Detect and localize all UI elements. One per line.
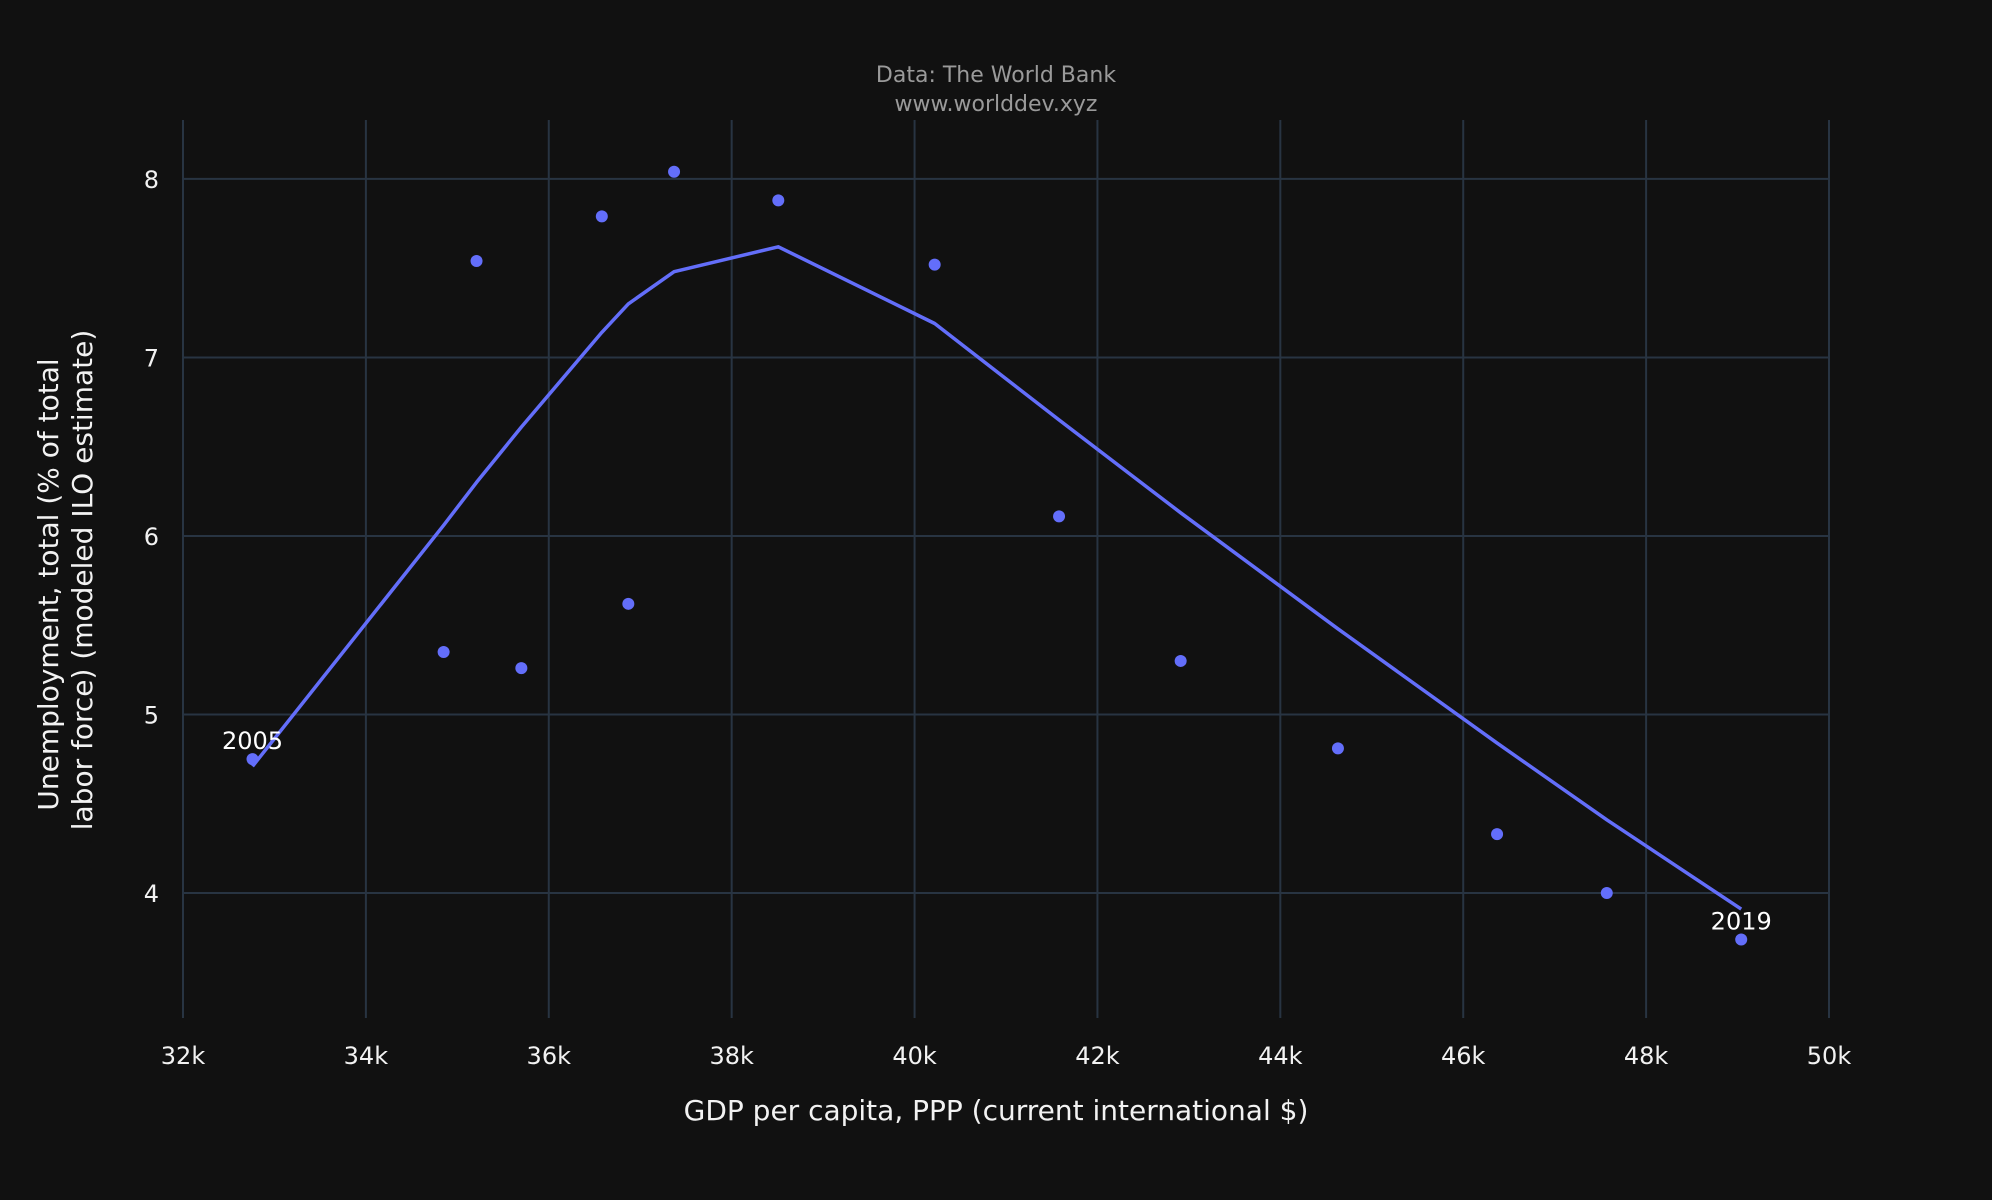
y-tick-label: 7 bbox=[144, 344, 159, 372]
point-label: 2019 bbox=[1711, 907, 1772, 935]
x-tick-label: 48k bbox=[1624, 1042, 1669, 1070]
trend-line bbox=[251, 245, 1743, 911]
data-point bbox=[1491, 828, 1504, 841]
data-point bbox=[668, 165, 681, 178]
y-axis-label: Unemployment, total (% of total labor fo… bbox=[32, 330, 99, 831]
point-label-layer: 2005 2019 bbox=[222, 727, 1772, 935]
data-point bbox=[470, 255, 483, 268]
grid-layer bbox=[182, 120, 1830, 1018]
data-point bbox=[928, 258, 941, 271]
data-point bbox=[622, 597, 635, 610]
data-point bbox=[1735, 933, 1748, 946]
data-point bbox=[1174, 654, 1187, 667]
data-point bbox=[595, 210, 608, 223]
x-tick-label: 44k bbox=[1258, 1042, 1303, 1070]
chart-title-line-2: www.worlddev.xyz bbox=[895, 92, 1098, 117]
data-point bbox=[1053, 510, 1066, 523]
y-tick-label: 5 bbox=[144, 702, 159, 730]
chart-title-line-1: Data: The World Bank bbox=[876, 63, 1116, 88]
x-tick-label: 50k bbox=[1807, 1042, 1852, 1070]
y-tick-label: 8 bbox=[144, 166, 159, 194]
x-tick-label: 32k bbox=[161, 1042, 206, 1070]
x-tick-label: 34k bbox=[344, 1042, 389, 1070]
data-point bbox=[1600, 887, 1613, 900]
x-tick-label: 36k bbox=[527, 1042, 572, 1070]
tick-label-layer: 32k 34k 36k 38k 40k 42k 44k 46k 48k 50k 4 5 6 7 8 bbox=[144, 166, 1852, 1070]
x-tick-label: 38k bbox=[709, 1042, 754, 1070]
data-point bbox=[515, 662, 528, 675]
data-point bbox=[246, 753, 259, 766]
x-tick-label: 40k bbox=[892, 1042, 937, 1070]
x-axis-label: GDP per capita, PPP (current internation… bbox=[684, 1094, 1309, 1127]
data-point bbox=[1331, 742, 1344, 755]
data-point bbox=[437, 646, 450, 659]
y-axis-label-line-2: labor force) (modeled ILO estimate) bbox=[66, 330, 99, 831]
y-tick-label: 4 bbox=[144, 880, 159, 908]
trend-line-layer bbox=[251, 245, 1743, 911]
point-label: 2005 bbox=[222, 727, 283, 755]
marker-layer bbox=[246, 165, 1748, 946]
x-tick-label: 46k bbox=[1441, 1042, 1486, 1070]
x-tick-label: 42k bbox=[1075, 1042, 1120, 1070]
data-point bbox=[772, 194, 785, 207]
y-tick-label: 6 bbox=[144, 523, 159, 551]
y-axis-label-line-1: Unemployment, total (% of total bbox=[32, 358, 65, 810]
